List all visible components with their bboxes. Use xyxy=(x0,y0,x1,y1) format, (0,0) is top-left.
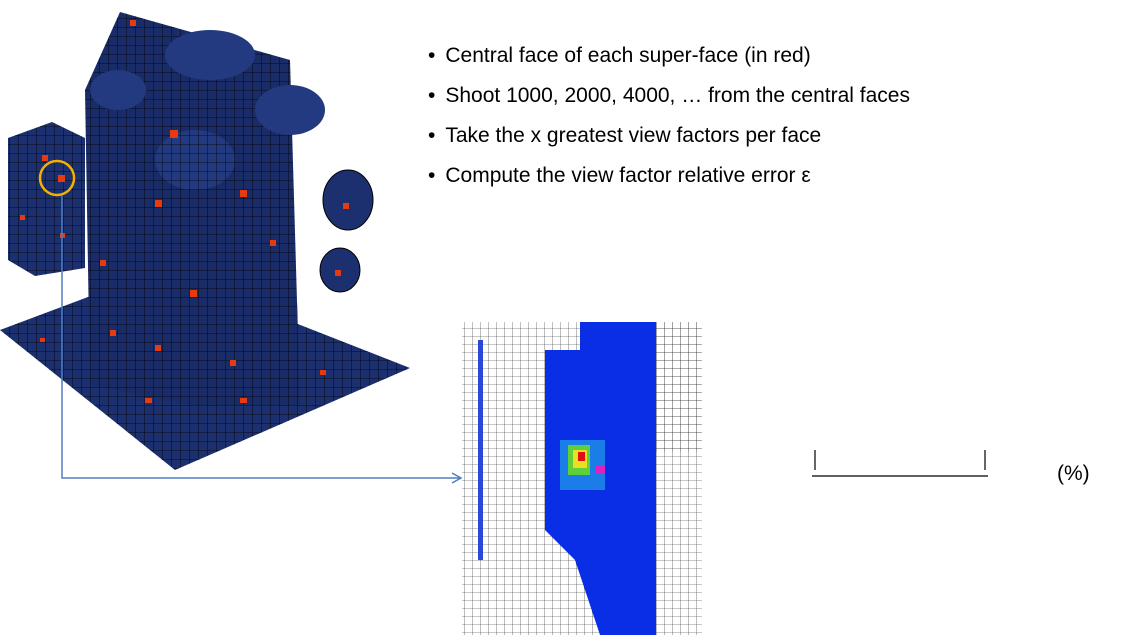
bullet: Shoot 1000, 2000, 4000, … from the centr… xyxy=(428,76,910,116)
page: View factor slide {"bullets": ["Central … xyxy=(0,0,1129,635)
bullet: Central face of each super-face (in red) xyxy=(428,36,910,76)
bullet-list: Central face of each super-face (in red)… xyxy=(428,36,910,196)
detail-view xyxy=(462,322,702,635)
bullet: Take the x greatest view factors per fac… xyxy=(428,116,910,156)
unit-label: (%) xyxy=(1057,462,1090,486)
slide: Central face of each super-face (in red)… xyxy=(0,0,1129,635)
formula-bars xyxy=(812,450,988,476)
bullet: Compute the view factor relative error ε xyxy=(428,156,910,196)
